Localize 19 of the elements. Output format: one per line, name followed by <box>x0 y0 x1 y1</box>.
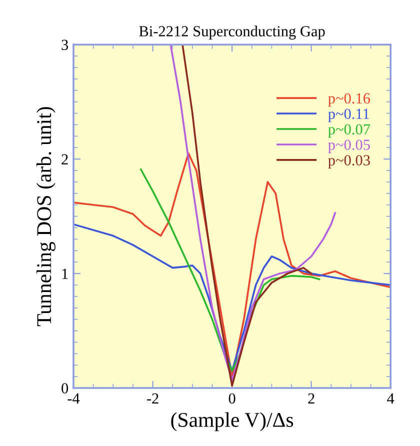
legend-label: p~0.03 <box>328 155 370 169</box>
x-tick-label: 4 <box>387 393 394 404</box>
y-axis-title: Tunneling DOS (arb. unit) <box>36 107 56 326</box>
x-tick-label: -4 <box>68 393 80 404</box>
line-series <box>182 44 312 387</box>
y-tick-label: 0 <box>62 383 68 394</box>
legend-label: p~0.07 <box>328 124 370 138</box>
x-tick-label: 0 <box>228 393 236 404</box>
y-tick-label: 3 <box>62 40 68 50</box>
x-tick-label: -2 <box>146 393 158 404</box>
legend-label: p~0.11 <box>328 108 370 122</box>
y-tick-label: 1 <box>62 268 68 279</box>
chart-title: Bi-2212 Superconducting Gap <box>139 26 325 40</box>
y-tick-label: 2 <box>62 154 68 164</box>
x-axis-title: (Sample V)/Δs <box>171 412 294 432</box>
x-tick-label: 2 <box>308 393 314 404</box>
legend-label: p~0.16 <box>328 93 370 107</box>
legend-label: p~0.05 <box>328 140 370 154</box>
line-series <box>74 152 391 378</box>
